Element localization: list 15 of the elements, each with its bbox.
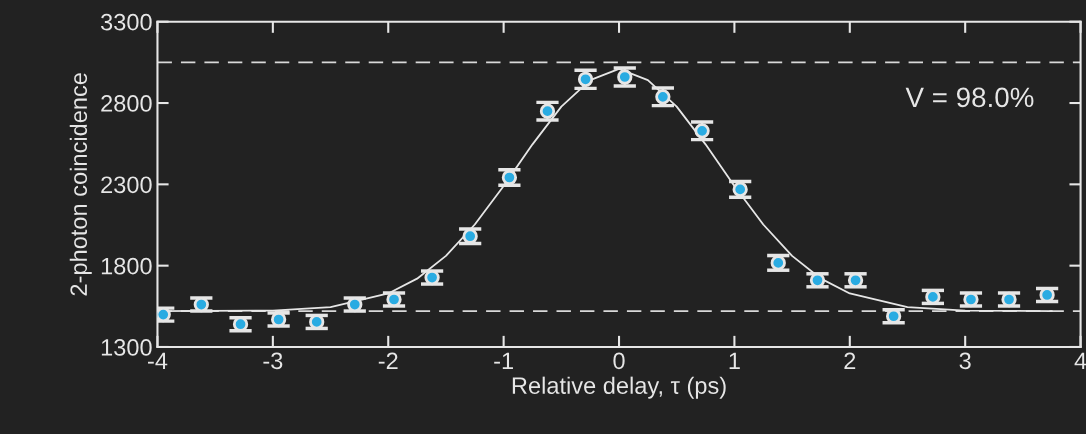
x-tick-label: -3	[263, 352, 283, 370]
x-tick-label: 4	[1074, 352, 1086, 369]
x-tick-label: 3	[959, 352, 971, 370]
x-tick-label: -2	[378, 352, 398, 369]
y-tick-label: 1800	[101, 257, 152, 275]
x-tick-label: 2	[844, 352, 856, 369]
y-axis-title: 2-photon coincidence	[69, 73, 92, 296]
x-tick-label: -1	[494, 352, 513, 369]
y-tick-label: 3300	[100, 13, 152, 31]
x-axis-title: Relative delay, τ (ps)	[512, 376, 726, 399]
x-tick-label: 1	[729, 352, 740, 369]
x-tick-label: 0	[613, 352, 625, 370]
annotation: V = 98.0%	[905, 87, 1034, 108]
y-tick-label: 2300	[101, 176, 152, 194]
y-tick-label: 2800	[101, 95, 152, 112]
